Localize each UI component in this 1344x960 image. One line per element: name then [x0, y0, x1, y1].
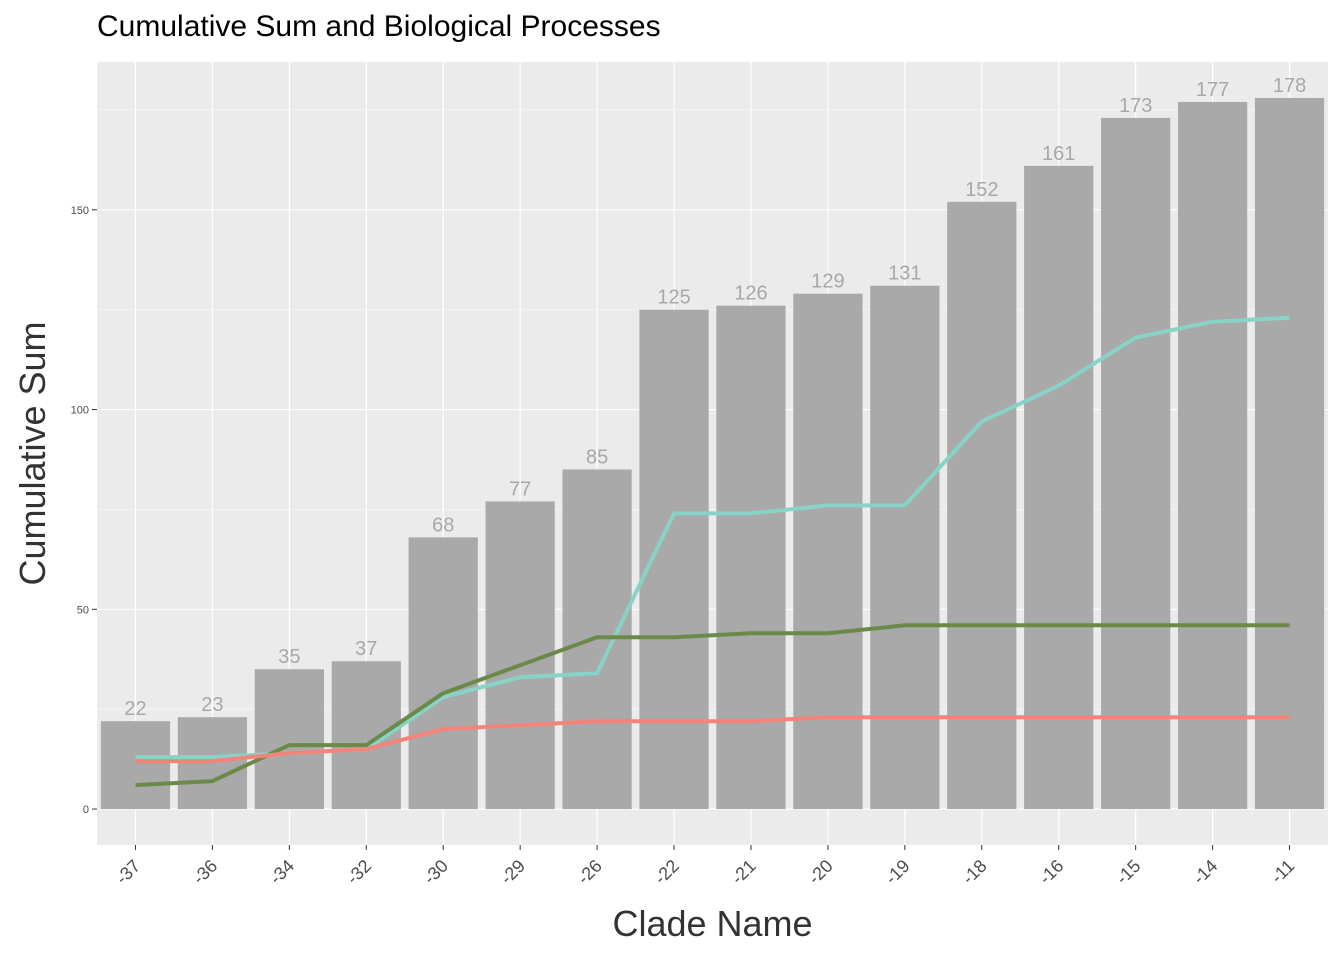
bar — [177, 717, 248, 810]
series-line — [135, 715, 1290, 764]
bar — [1024, 165, 1094, 810]
x-axis: -37 -36 -34 -32 -30 -29 -26 -22 -21 -20 -19 -18 -16 -… — [112, 845, 1299, 889]
x-tick-label: -16 — [1035, 856, 1068, 889]
bar — [254, 669, 324, 810]
chart-title: Cumulative Sum and Biological Processes — [97, 10, 661, 43]
x-axis-title: Clade Name — [612, 903, 812, 944]
x-tick-label: -30 — [420, 856, 453, 889]
bar — [100, 721, 171, 810]
x-tick-label: -36 — [189, 856, 222, 889]
x-tick-label: -37 — [112, 856, 145, 889]
x-tick-label: -19 — [881, 856, 914, 889]
x-tick-label: -18 — [958, 856, 991, 889]
x-tick-label: -20 — [804, 856, 837, 889]
bar — [408, 537, 478, 810]
x-tick-label: -32 — [343, 856, 376, 889]
x-tick-label: -26 — [573, 856, 606, 889]
data-label: 85 — [586, 446, 608, 468]
data-label: 129 — [811, 271, 844, 293]
x-tick-label: -29 — [496, 856, 529, 889]
bar — [947, 201, 1017, 810]
x-tick-label: -34 — [266, 856, 299, 889]
data-label: 152 — [965, 179, 998, 201]
data-label: 37 — [355, 638, 377, 660]
data-label: 178 — [1273, 75, 1306, 97]
data-labels: 22 23 35 37 68 77 85 125 126 129 131 152 161 173 177 17… — [124, 75, 1306, 720]
series-line — [135, 623, 1290, 788]
bar — [1101, 117, 1171, 810]
y-tick-label: 50 — [77, 604, 89, 616]
data-label: 125 — [657, 287, 690, 309]
data-label: 161 — [1042, 143, 1075, 165]
y-tick-label: 150 — [71, 205, 89, 217]
x-tick-label: -22 — [650, 856, 683, 889]
data-label: 35 — [278, 646, 300, 668]
y-axis: 0 50 100 150 — [71, 205, 97, 816]
y-tick-label: 100 — [71, 405, 89, 417]
data-label: 68 — [432, 514, 454, 536]
data-label: 173 — [1119, 95, 1152, 117]
x-tick-label: -11 — [1267, 856, 1299, 888]
bar — [1177, 101, 1248, 810]
bar — [793, 293, 863, 810]
x-tick-label: -21 — [727, 856, 760, 889]
data-label: 177 — [1196, 79, 1229, 101]
data-label: 131 — [888, 263, 921, 285]
bar — [1254, 97, 1325, 810]
data-label: 23 — [201, 694, 223, 716]
data-label: 126 — [734, 283, 767, 305]
bar — [716, 305, 786, 810]
data-label: 77 — [509, 478, 531, 500]
x-tick-label: -14 — [1189, 856, 1222, 889]
line-series — [135, 315, 1290, 788]
x-tick-label: -15 — [1112, 856, 1145, 889]
y-axis-title: Cumulative Sum — [12, 321, 53, 585]
y-tick-label: 0 — [83, 804, 89, 816]
data-label: 22 — [124, 698, 146, 720]
bar — [870, 285, 940, 810]
